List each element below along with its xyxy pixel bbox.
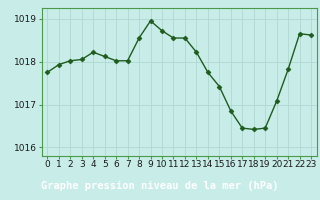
Text: Graphe pression niveau de la mer (hPa): Graphe pression niveau de la mer (hPa): [41, 181, 279, 191]
